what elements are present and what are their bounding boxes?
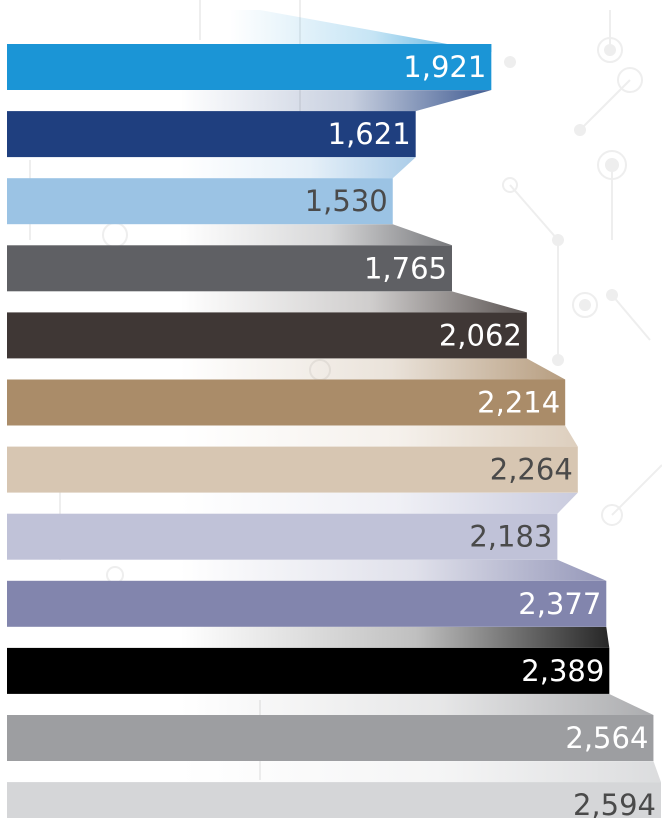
value-labels: 1,921 1,621 1,530 1,765 2,062 2,214 2,264 2,183… bbox=[305, 50, 656, 822]
bar-shadow bbox=[230, 10, 492, 52]
value-label: 2,183 bbox=[469, 520, 552, 554]
value-label: 1,530 bbox=[305, 184, 388, 218]
bar-shadows bbox=[180, 10, 661, 783]
bar-shadow bbox=[180, 358, 566, 380]
value-label: 1,921 bbox=[403, 50, 486, 84]
value-label: 2,377 bbox=[518, 587, 601, 621]
value-label: 1,765 bbox=[364, 251, 447, 285]
value-label: 2,264 bbox=[490, 453, 573, 487]
bar-shadow bbox=[180, 626, 610, 648]
bar bbox=[7, 245, 452, 292]
bar-shadow bbox=[180, 291, 527, 313]
bar-shadow bbox=[180, 425, 578, 447]
bar-shadow bbox=[180, 90, 492, 112]
bar-shadow bbox=[180, 157, 416, 179]
bar bbox=[7, 446, 578, 493]
value-label: 1,621 bbox=[328, 117, 411, 151]
value-label: 2,389 bbox=[521, 654, 604, 688]
bars bbox=[7, 44, 661, 822]
bar-shadow bbox=[180, 224, 452, 246]
bar bbox=[7, 111, 416, 158]
bar bbox=[7, 379, 566, 426]
bar-shadow bbox=[180, 559, 607, 581]
bar bbox=[7, 715, 654, 761]
bar-shadow bbox=[180, 492, 578, 514]
bar bbox=[7, 44, 492, 90]
bar bbox=[7, 647, 610, 694]
bar bbox=[7, 513, 558, 560]
bar bbox=[7, 178, 393, 225]
bar-shadow bbox=[180, 694, 654, 715]
bar-shadow bbox=[180, 761, 661, 783]
bar bbox=[7, 580, 607, 627]
value-label: 2,214 bbox=[477, 386, 560, 420]
value-label: 2,062 bbox=[439, 318, 522, 352]
bar bbox=[7, 312, 527, 359]
value-label: 2,564 bbox=[565, 721, 648, 755]
value-label: 2,594 bbox=[573, 788, 656, 818]
bar bbox=[7, 782, 661, 822]
